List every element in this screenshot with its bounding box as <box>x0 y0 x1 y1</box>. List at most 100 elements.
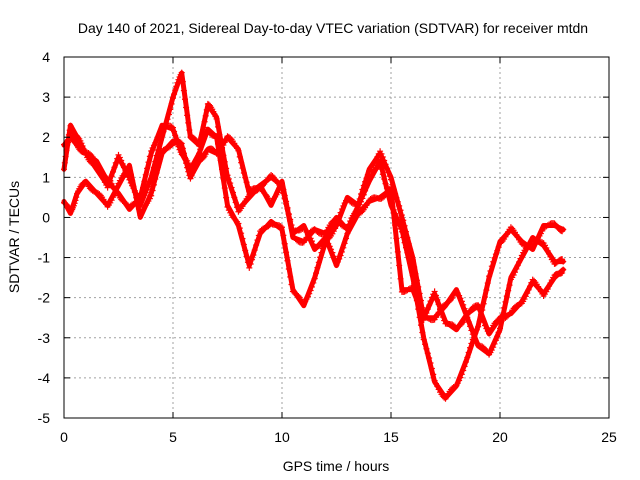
data-point <box>423 345 430 352</box>
data-point <box>456 377 463 384</box>
data-point <box>227 180 234 187</box>
data-point <box>329 249 336 256</box>
data-point <box>469 331 476 338</box>
data-point <box>543 288 550 295</box>
data-point <box>330 228 337 235</box>
data-point <box>426 316 433 323</box>
data-point <box>506 282 513 289</box>
data-point <box>112 159 119 166</box>
data-point <box>104 184 111 191</box>
data-point <box>389 196 396 203</box>
data-point <box>460 367 467 374</box>
data-point <box>529 276 536 283</box>
data-point <box>317 254 324 261</box>
data-point <box>246 264 253 271</box>
data-point <box>458 371 465 378</box>
data-point <box>416 290 423 297</box>
data-point <box>170 124 176 131</box>
data-point <box>220 175 227 182</box>
x-tick-label: 5 <box>169 429 177 445</box>
data-point <box>188 172 195 179</box>
data-point <box>172 87 179 94</box>
data-point <box>377 148 384 155</box>
data-point <box>426 302 433 309</box>
data-point <box>145 159 152 166</box>
data-point <box>231 194 238 201</box>
data-point <box>255 232 262 239</box>
y-axis-label: SDTVAR / TECUs <box>6 181 22 293</box>
data-point <box>420 336 427 343</box>
data-point <box>287 273 294 280</box>
data-point <box>373 156 380 163</box>
data-point <box>544 286 551 292</box>
data-point <box>409 284 416 291</box>
data-point <box>214 140 221 147</box>
data-point <box>184 164 191 171</box>
data-point <box>283 249 290 256</box>
data-point <box>560 266 567 273</box>
data-point <box>300 301 307 308</box>
data-point <box>423 310 430 317</box>
data-point <box>107 199 114 206</box>
data-point <box>199 138 206 145</box>
data-point <box>437 305 444 312</box>
data-point <box>168 100 175 107</box>
data-point <box>379 194 386 201</box>
data-point <box>129 201 136 208</box>
data-point <box>175 76 182 83</box>
data-point <box>338 248 345 255</box>
data-point <box>116 154 123 161</box>
y-tick-label: -3 <box>38 330 51 346</box>
data-point <box>531 237 538 244</box>
data-point <box>140 184 147 191</box>
data-point <box>378 150 385 157</box>
data-point <box>186 127 193 134</box>
data-point <box>168 123 175 130</box>
data-point <box>340 244 347 251</box>
data-point <box>516 259 523 266</box>
data-point <box>253 242 260 249</box>
data-point <box>413 296 420 303</box>
data-point <box>153 169 160 176</box>
data-point <box>148 147 155 154</box>
data-point <box>547 253 554 260</box>
data-point <box>189 169 196 176</box>
data-point <box>381 176 388 183</box>
data-point <box>547 280 554 287</box>
data-point <box>173 83 180 90</box>
data-point <box>155 147 162 154</box>
data-point <box>501 304 508 311</box>
data-point <box>203 106 210 113</box>
data-point <box>495 244 502 251</box>
data-point <box>254 237 261 244</box>
data-point <box>201 118 208 125</box>
data-point <box>435 301 442 308</box>
tick-layer: 0 5 10 15 20 25 -5 -4 -3 -2 -1 0 1 2 3 4 <box>38 49 617 445</box>
data-point <box>473 326 480 333</box>
data-point <box>190 166 197 173</box>
data-point <box>434 383 441 390</box>
data-point <box>232 199 239 206</box>
data-point <box>249 186 256 193</box>
data-point <box>144 165 151 172</box>
data-point <box>392 222 399 229</box>
data-point <box>382 180 389 187</box>
data-point <box>541 242 548 249</box>
data-point <box>61 159 68 166</box>
data-point <box>224 172 231 179</box>
data-point <box>457 295 464 302</box>
data-point <box>86 150 93 157</box>
data-point <box>225 207 232 214</box>
data-point <box>396 202 403 209</box>
data-point <box>239 235 246 242</box>
data-point <box>236 153 243 160</box>
data-point <box>127 171 134 178</box>
data-point <box>308 238 315 245</box>
data-point <box>217 157 224 164</box>
data-point <box>238 230 245 237</box>
data-point <box>279 184 285 191</box>
data-point <box>285 211 292 218</box>
data-point <box>185 119 192 126</box>
data-point <box>450 383 457 390</box>
